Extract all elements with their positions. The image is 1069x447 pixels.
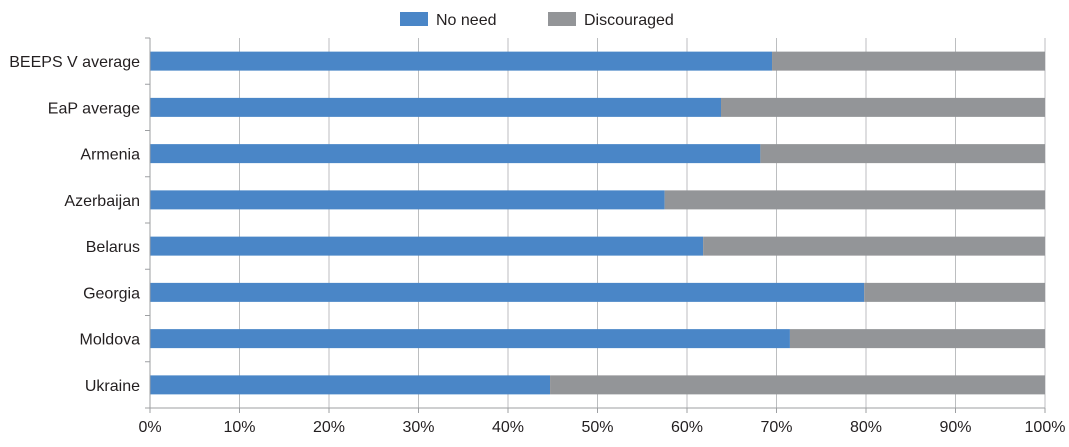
category-label: Moldova bbox=[80, 332, 141, 349]
x-tick-label: 0% bbox=[138, 419, 161, 436]
category-label: Ukraine bbox=[85, 378, 140, 395]
category-labels: BEEPS V average EaP average Armenia Azerbai… bbox=[9, 54, 140, 395]
legend: No need Discouraged bbox=[400, 12, 674, 29]
x-tick-label: 80% bbox=[850, 419, 882, 436]
x-tick-label: 20% bbox=[313, 419, 345, 436]
bar-discouraged bbox=[760, 144, 1045, 164]
bar-no-need bbox=[150, 51, 773, 71]
legend-swatch-no-need bbox=[400, 12, 428, 26]
x-tick-label: 100% bbox=[1025, 419, 1066, 436]
bar-discouraged bbox=[721, 97, 1045, 117]
bar-discouraged bbox=[664, 190, 1045, 210]
category-label: Armenia bbox=[80, 147, 140, 164]
bar-no-need bbox=[150, 329, 790, 349]
bar-discouraged bbox=[864, 282, 1045, 302]
bar-discouraged bbox=[772, 51, 1045, 71]
gridlines bbox=[239, 38, 1046, 408]
bar-discouraged bbox=[550, 375, 1045, 395]
category-label: BEEPS V average bbox=[9, 54, 140, 71]
x-tick-label: 50% bbox=[581, 419, 613, 436]
axes bbox=[145, 37, 1046, 413]
bar-no-need bbox=[150, 97, 722, 117]
bar-discouraged bbox=[703, 236, 1045, 256]
x-tick-label: 10% bbox=[223, 419, 255, 436]
bars bbox=[150, 51, 1045, 395]
x-tick-label: 90% bbox=[939, 419, 971, 436]
category-label: Belarus bbox=[86, 239, 140, 256]
bar-no-need bbox=[150, 375, 551, 395]
legend-label-no-need: No need bbox=[436, 12, 497, 29]
x-tick-label: 60% bbox=[671, 419, 703, 436]
x-tick-label: 30% bbox=[402, 419, 434, 436]
bar-no-need bbox=[150, 144, 761, 164]
x-tick-labels: 0% 10% 20% 30% 40% 50% 60% 70% 80% 90% 100% bbox=[138, 419, 1065, 436]
legend-swatch-discouraged bbox=[548, 12, 576, 26]
category-label: Georgia bbox=[83, 285, 140, 302]
bar-no-need bbox=[150, 236, 704, 256]
bar-discouraged bbox=[789, 329, 1045, 349]
category-label: EaP average bbox=[48, 100, 140, 117]
bar-no-need bbox=[150, 282, 865, 302]
x-tick-label: 40% bbox=[492, 419, 524, 436]
category-label: Azerbaijan bbox=[64, 193, 140, 210]
bar-no-need bbox=[150, 190, 665, 210]
legend-label-discouraged: Discouraged bbox=[584, 12, 674, 29]
x-tick-label: 70% bbox=[760, 419, 792, 436]
